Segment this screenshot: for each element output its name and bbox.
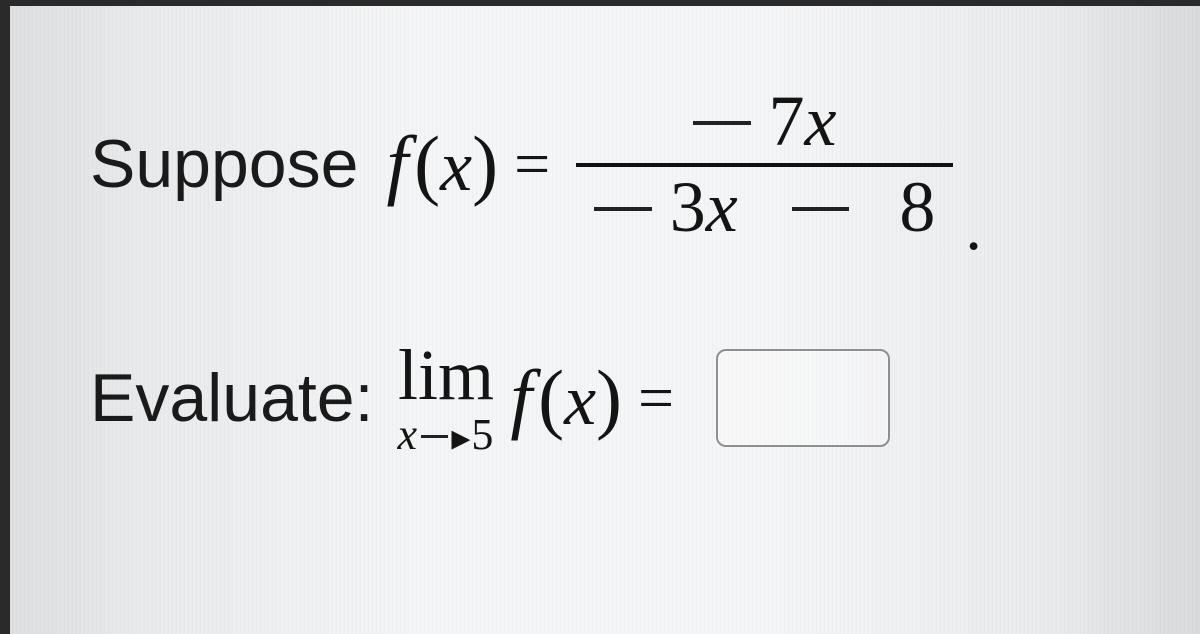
close-paren: ) [472, 125, 498, 203]
limit-expression: lim x ▸5 [398, 339, 495, 457]
f-letter: f [510, 353, 532, 443]
x-var: x [564, 359, 596, 442]
den-coef: 3 [670, 167, 706, 247]
arrow-head-icon: ▸ [451, 417, 471, 459]
definition-row: Suppose f ( x ) = 7x 3x 8 . [90, 85, 1170, 243]
num-var: x [805, 81, 837, 161]
fraction: 7x 3x 8 [576, 85, 953, 243]
equals-sign: = [514, 132, 550, 196]
f-letter: f [386, 125, 408, 203]
equals-sign: = [638, 361, 674, 435]
num-coef: 7 [769, 81, 805, 161]
lim-word: lim [398, 339, 494, 411]
minus-icon [693, 121, 751, 125]
open-paren: ( [538, 353, 564, 443]
limit-subscript: x ▸5 [398, 413, 495, 457]
evaluate-row: Evaluate: lim x ▸5 f ( x ) = [90, 339, 1170, 457]
x-var: x [440, 130, 472, 202]
minus-icon [792, 207, 850, 211]
period: . [965, 195, 982, 261]
open-paren: ( [414, 125, 440, 203]
minus-icon [594, 207, 652, 211]
problem-container: Suppose f ( x ) = 7x 3x 8 . [90, 85, 1170, 457]
suppose-label: Suppose [90, 130, 358, 198]
den-var: x [706, 167, 738, 247]
den-const: 8 [899, 167, 935, 247]
fraction-numerator: 7x [675, 85, 855, 157]
function-notation: f ( x ) [510, 353, 622, 443]
lim-target: 5 [471, 410, 494, 459]
lim-var: x [398, 410, 419, 459]
fraction-denominator: 3x 8 [576, 171, 953, 243]
evaluate-label: Evaluate: [90, 359, 374, 437]
arrow-shaft [421, 435, 448, 438]
close-paren: ) [596, 353, 622, 443]
function-notation: f ( x ) [386, 125, 498, 203]
answer-input[interactable] [716, 349, 890, 447]
